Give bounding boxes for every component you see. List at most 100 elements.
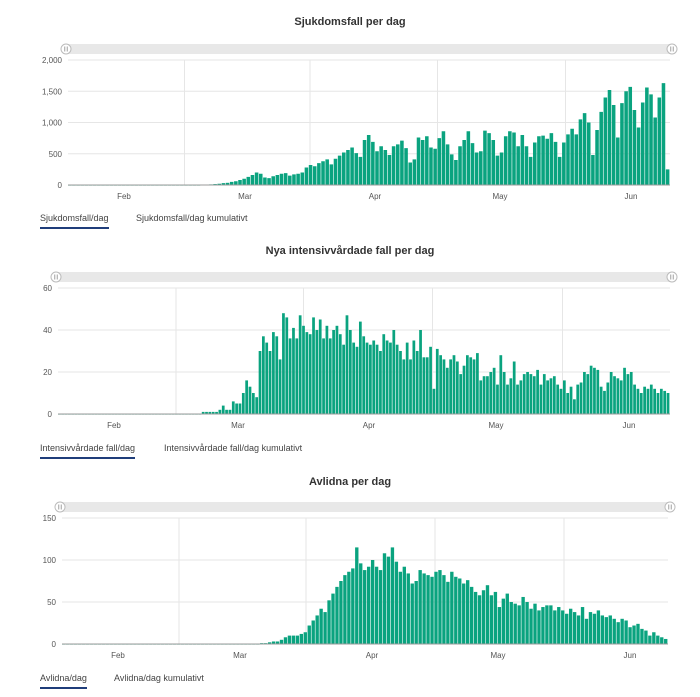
bar[interactable]	[646, 388, 650, 414]
bar[interactable]	[483, 130, 487, 186]
bar[interactable]	[524, 146, 529, 185]
bar[interactable]	[311, 620, 315, 644]
bar[interactable]	[335, 586, 339, 644]
bar[interactable]	[414, 581, 418, 644]
bar[interactable]	[579, 382, 583, 415]
bar[interactable]	[229, 181, 234, 186]
bar[interactable]	[508, 131, 512, 185]
bar[interactable]	[501, 598, 506, 644]
bar[interactable]	[337, 155, 342, 186]
bar[interactable]	[225, 409, 228, 414]
bar[interactable]	[476, 353, 479, 414]
bar[interactable]	[659, 388, 663, 414]
bar[interactable]	[608, 615, 612, 644]
bar[interactable]	[319, 608, 323, 644]
bar[interactable]	[205, 411, 208, 414]
bar[interactable]	[639, 393, 643, 414]
bar[interactable]	[562, 380, 566, 414]
bar[interactable]	[312, 317, 315, 414]
bar[interactable]	[616, 378, 620, 414]
bar[interactable]	[439, 355, 442, 414]
bar[interactable]	[616, 622, 620, 644]
bar[interactable]	[366, 566, 371, 644]
bar[interactable]	[591, 155, 595, 185]
bar[interactable]	[300, 172, 305, 186]
bar[interactable]	[454, 576, 458, 644]
bar[interactable]	[553, 610, 557, 644]
bar[interactable]	[466, 355, 469, 414]
bar[interactable]	[369, 344, 372, 414]
bar[interactable]	[462, 583, 466, 644]
bar[interactable]	[299, 633, 304, 644]
bar[interactable]	[298, 315, 302, 414]
bar[interactable]	[570, 128, 574, 185]
bar[interactable]	[322, 338, 325, 414]
bar[interactable]	[339, 581, 343, 644]
bar[interactable]	[387, 155, 392, 185]
bar[interactable]	[576, 615, 581, 644]
bar[interactable]	[592, 613, 597, 644]
bar[interactable]	[345, 315, 349, 414]
bar[interactable]	[537, 136, 541, 185]
bar[interactable]	[477, 595, 482, 644]
bar[interactable]	[248, 386, 252, 414]
bar[interactable]	[419, 330, 422, 414]
bar[interactable]	[405, 342, 409, 414]
bar[interactable]	[466, 131, 471, 185]
tab-daily[interactable]: Avlidna/dag	[40, 673, 87, 689]
bar[interactable]	[553, 141, 558, 186]
bar[interactable]	[629, 372, 633, 414]
bar[interactable]	[358, 156, 363, 186]
bar[interactable]	[321, 161, 325, 185]
scrollbar-handle-left[interactable]	[50, 271, 62, 283]
bar[interactable]	[325, 325, 329, 414]
bar[interactable]	[470, 143, 475, 186]
bar[interactable]	[395, 144, 400, 186]
bar[interactable]	[537, 610, 541, 644]
bar[interactable]	[323, 612, 327, 644]
bar[interactable]	[267, 642, 272, 644]
bar[interactable]	[487, 133, 491, 186]
bar[interactable]	[532, 376, 536, 414]
bar[interactable]	[528, 156, 533, 186]
bar[interactable]	[663, 390, 667, 414]
bar[interactable]	[254, 172, 259, 186]
tab-daily[interactable]: Sjukdomsfall/dag	[40, 213, 109, 229]
bar[interactable]	[372, 340, 376, 415]
bar[interactable]	[656, 635, 660, 644]
bar[interactable]	[458, 578, 462, 644]
bar[interactable]	[342, 344, 345, 414]
bar[interactable]	[386, 556, 391, 644]
bar[interactable]	[549, 133, 554, 186]
bar[interactable]	[358, 321, 362, 414]
bar[interactable]	[255, 397, 259, 414]
bar[interactable]	[362, 336, 366, 414]
bar[interactable]	[342, 152, 346, 186]
bar[interactable]	[653, 117, 657, 186]
bar[interactable]	[366, 135, 371, 185]
bar[interactable]	[446, 581, 450, 644]
bar[interactable]	[450, 571, 454, 644]
bar[interactable]	[497, 607, 502, 644]
bar[interactable]	[445, 144, 450, 186]
bar[interactable]	[533, 603, 537, 644]
bar[interactable]	[466, 580, 470, 644]
bar[interactable]	[347, 571, 351, 644]
bar[interactable]	[516, 384, 519, 414]
bar[interactable]	[449, 154, 454, 186]
bar[interactable]	[529, 374, 533, 414]
bar[interactable]	[609, 372, 613, 414]
bar[interactable]	[459, 374, 463, 414]
bar[interactable]	[512, 361, 516, 415]
bar[interactable]	[633, 384, 636, 414]
bar[interactable]	[415, 351, 419, 414]
scrollbar-handle-right[interactable]	[664, 501, 676, 513]
bar[interactable]	[329, 164, 334, 186]
tab-cumulative[interactable]: Avlidna/dag kumulativt	[114, 673, 204, 683]
bar[interactable]	[495, 155, 500, 186]
bar[interactable]	[429, 147, 433, 186]
bar[interactable]	[418, 570, 422, 644]
bar[interactable]	[661, 83, 666, 186]
bar[interactable]	[561, 610, 565, 644]
bar[interactable]	[541, 607, 545, 644]
